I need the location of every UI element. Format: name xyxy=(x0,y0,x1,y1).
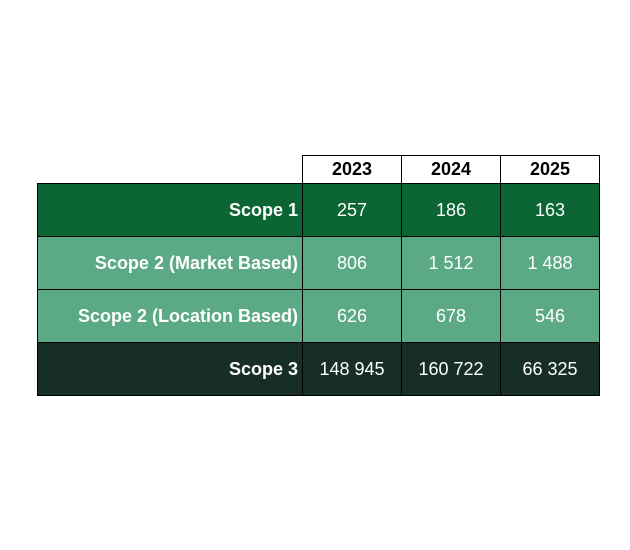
value-cell: 148 945 xyxy=(302,342,402,396)
header-cell: 2025 xyxy=(500,155,600,184)
row-label: Scope 1 xyxy=(37,183,303,237)
table-row: Scope 2 (Market Based) 806 1 512 1 488 xyxy=(37,236,600,290)
row-label: Scope 3 xyxy=(37,342,303,396)
header-row: 2023 2024 2025 xyxy=(37,155,600,184)
header-cell: 2023 xyxy=(302,155,402,184)
value-cell: 66 325 xyxy=(500,342,600,396)
value-cell: 626 xyxy=(302,289,402,343)
table-row: Scope 1 257 186 163 xyxy=(37,183,600,237)
value-cell: 257 xyxy=(302,183,402,237)
value-cell: 678 xyxy=(401,289,501,343)
value-cell: 163 xyxy=(500,183,600,237)
row-label: Scope 2 (Location Based) xyxy=(37,289,303,343)
header-cell: 2024 xyxy=(401,155,501,184)
row-label: Scope 2 (Market Based) xyxy=(37,236,303,290)
value-cell: 1 488 xyxy=(500,236,600,290)
value-cell: 546 xyxy=(500,289,600,343)
blank-cell xyxy=(37,155,303,184)
value-cell: 1 512 xyxy=(401,236,501,290)
table-row: Scope 2 (Location Based) 626 678 546 xyxy=(37,289,600,343)
value-cell: 186 xyxy=(401,183,501,237)
table-body: 2023 2024 2025 Scope 1 257 186 163 Scope 2 (… xyxy=(37,155,600,396)
value-cell: 160 722 xyxy=(401,342,501,396)
value-cell: 806 xyxy=(302,236,402,290)
table-row: Scope 3 148 945 160 722 66 325 xyxy=(37,342,600,396)
emissions-table: 2023 2024 2025 Scope 1 257 186 163 Scope 2 (… xyxy=(37,155,600,396)
